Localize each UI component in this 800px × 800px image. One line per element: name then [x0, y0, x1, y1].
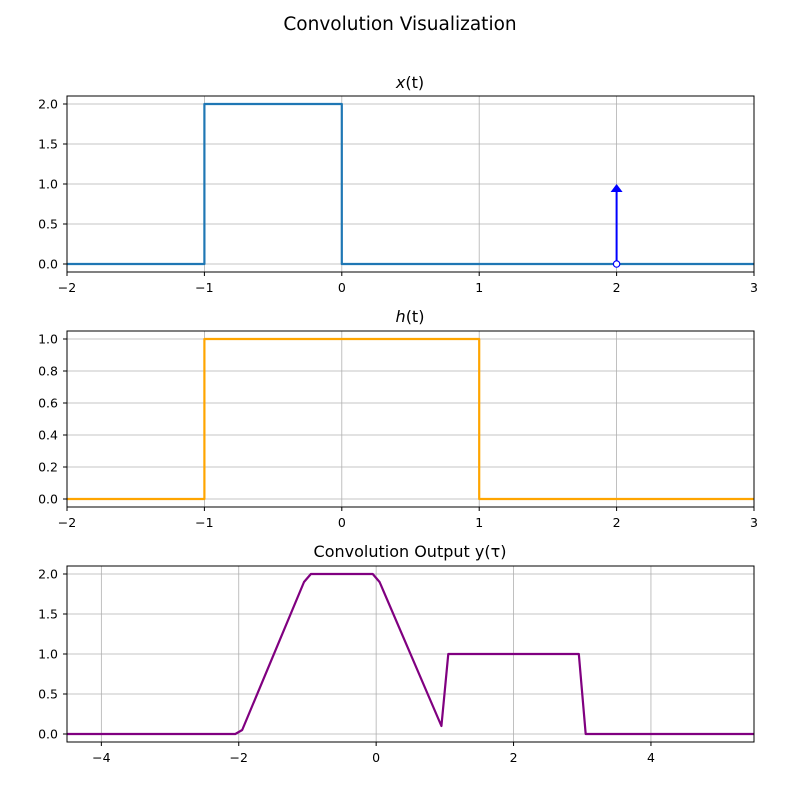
- x-tick-label: −2: [58, 515, 76, 530]
- x-tick-label: −1: [195, 280, 213, 295]
- x-tick-label: 3: [750, 280, 758, 295]
- x-tick-label: 1: [475, 515, 483, 530]
- x-tick-label: 1: [475, 280, 483, 295]
- y-tick-label: 0.2: [38, 460, 58, 475]
- figure-title: Convolution Visualization: [283, 14, 516, 35]
- y-tick-label: 0.8: [38, 364, 58, 379]
- x-signal-title: x(t): [395, 73, 424, 92]
- x-tick-label: −2: [230, 750, 248, 765]
- series-line: [67, 572, 754, 736]
- impulse-arrowhead: [610, 184, 623, 192]
- y-tick-label: 1.5: [38, 607, 58, 622]
- x-tick-label: 2: [510, 750, 518, 765]
- y-tick-label: 1.0: [38, 177, 58, 192]
- series-line: [67, 337, 754, 501]
- y-tick-label: 0.0: [38, 257, 58, 272]
- y-tick-label: 0.5: [38, 687, 58, 702]
- y-tick-label: 0.6: [38, 396, 58, 411]
- x-tick-label: −4: [92, 750, 110, 765]
- x-tick-label: 0: [372, 750, 380, 765]
- x-tick-label: 2: [613, 515, 621, 530]
- x-tick-label: 2: [613, 280, 621, 295]
- y-tick-label: 1.0: [38, 332, 58, 347]
- convolution-output-panel: Convolution Output y(τ) −4 −2 0 2 4 0.0 0.5 1.0…: [38, 542, 755, 765]
- impulse-marker: [612, 260, 621, 268]
- y-tick-label: 0.4: [38, 428, 58, 443]
- y-tick-label: 0.0: [38, 492, 58, 507]
- x-tick-label: −1: [195, 515, 213, 530]
- x-tick-label: −2: [58, 280, 76, 295]
- x-tick-label: 0: [338, 515, 346, 530]
- x-tick-label: 0: [338, 280, 346, 295]
- x-tick-label: 3: [750, 515, 758, 530]
- y-tick-label: 0.0: [38, 727, 58, 742]
- y-tick-label: 2.0: [38, 97, 58, 112]
- y-tick-label: 1.5: [38, 137, 58, 152]
- y-tick-label: 2.0: [38, 567, 58, 582]
- x-signal-panel: x(t) −2 −1 0 1 2 3 0.0 0.5 1.0 1.5 2.0: [38, 73, 758, 295]
- h-signal-title: h(t): [396, 307, 425, 326]
- y-tick-label: 0.5: [38, 217, 58, 232]
- series-line: [67, 102, 754, 266]
- h-signal-panel: h(t) −2 −1 0 1 2 3 0.0 0.2 0.4 0.6 0.8 1.0: [38, 307, 758, 530]
- x-tick-label: 4: [647, 750, 655, 765]
- y-tick-label: 1.0: [38, 647, 58, 662]
- axes-frame: [66, 330, 755, 508]
- convolution-output-title: Convolution Output y(τ): [314, 542, 507, 561]
